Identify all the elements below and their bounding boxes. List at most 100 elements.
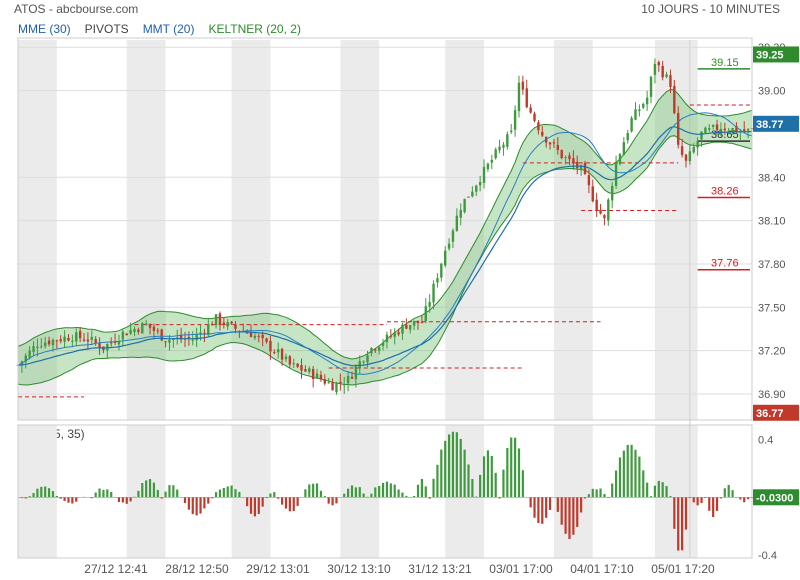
candle-body <box>405 324 408 329</box>
candle-body <box>692 147 695 153</box>
candle-body <box>541 131 544 136</box>
candle-body <box>731 128 734 133</box>
candle-body <box>622 142 626 156</box>
candle-body <box>67 337 70 341</box>
candle-body <box>409 324 412 330</box>
candle-body <box>277 349 280 353</box>
candle-body <box>467 196 470 198</box>
legend-mmt[interactable]: MMT (20) <box>142 22 195 36</box>
session-shade <box>553 40 593 420</box>
candle-body <box>471 191 474 197</box>
candle-body <box>160 329 163 341</box>
candle-body <box>475 185 478 192</box>
candle-body <box>327 382 330 384</box>
candle-body <box>129 330 132 334</box>
candle-body <box>226 322 229 327</box>
candle-body <box>684 154 688 161</box>
candle-body <box>63 336 66 342</box>
candle-body <box>187 336 191 339</box>
candle-body <box>533 113 536 121</box>
indicator-legend: MME (30) PIVOTS MMT (20) KELTNER (20, 2) <box>18 22 301 36</box>
candle-body <box>385 334 389 343</box>
candle-body <box>381 342 385 346</box>
candle-body <box>179 335 183 340</box>
x-tick-label: 03/01 17:00 <box>489 562 553 576</box>
candle-body <box>719 128 723 133</box>
candle-body <box>374 349 377 351</box>
candle-body <box>548 142 552 145</box>
candle-body <box>603 215 606 219</box>
session-shade <box>18 40 57 420</box>
pivot-level-label: 38.26 <box>711 185 739 197</box>
candle-body <box>700 131 703 140</box>
candle-body <box>649 76 653 97</box>
x-tick-label: 05/01 17:20 <box>651 562 715 576</box>
candle-body <box>521 81 525 90</box>
candle-body <box>230 321 233 324</box>
chart-title: ATOS - abcbourse.com <box>14 2 139 16</box>
moving-averages <box>17 112 753 375</box>
candle-body <box>412 320 416 326</box>
session-shading <box>18 40 698 558</box>
candle-body <box>90 336 93 340</box>
ewo-frame <box>17 424 753 559</box>
candle-body <box>339 381 342 384</box>
candle-body <box>40 346 43 348</box>
candle-body <box>82 339 86 341</box>
candle-body <box>525 88 528 108</box>
candle-body <box>638 109 641 111</box>
candle-body <box>257 335 260 337</box>
x-tick-label: 31/12 13:21 <box>408 562 472 576</box>
candle-body <box>506 134 509 147</box>
candle-body <box>708 128 711 130</box>
candle-body <box>207 323 210 336</box>
candle-body <box>572 158 575 164</box>
low-price-tag-bg <box>753 404 799 421</box>
candle-body <box>560 149 563 159</box>
candle-body <box>677 113 680 145</box>
candle-body <box>607 199 610 221</box>
chart-header: ATOS - abcbourse.com 10 JOURS - 10 MINUT… <box>0 0 800 18</box>
period-label: 10 JOURS - 10 MINUTES <box>641 2 780 16</box>
y-tick-label: 37.20 <box>758 346 786 358</box>
candle-body <box>86 339 90 342</box>
x-tick-label: 28/12 12:50 <box>165 562 229 576</box>
legend-pivots[interactable]: PIVOTS <box>84 22 129 36</box>
legend-keltner[interactable]: KELTNER (20, 2) <box>208 22 301 36</box>
candle-body <box>436 278 439 283</box>
candle-body <box>362 361 365 363</box>
candle-body <box>210 323 214 326</box>
candle-body <box>133 329 136 332</box>
candle-body <box>308 368 311 373</box>
candle-body <box>735 126 738 133</box>
pivot-level-label: 37.76 <box>711 258 739 270</box>
candle-body <box>715 124 719 131</box>
axis-labels: 36.9037.2037.5037.8038.1038.4039.0039.30… <box>84 42 799 576</box>
candle-body <box>273 352 276 354</box>
candle-body <box>106 343 109 351</box>
candle-body <box>78 330 82 339</box>
candle-body <box>420 322 424 324</box>
candle-body <box>610 185 614 201</box>
candle-body <box>47 340 51 345</box>
candle-body <box>673 85 676 114</box>
y-tick-label: 36.90 <box>758 389 786 401</box>
y-tick-label: 38.10 <box>758 216 786 228</box>
x-tick-label: 30/12 13:10 <box>327 562 391 576</box>
candle-body <box>704 127 707 133</box>
ewo-tick-label: 0.4 <box>758 434 773 446</box>
candle-body <box>137 329 140 332</box>
x-tick-label: 29/12 13:01 <box>246 562 310 576</box>
candle-body <box>564 157 567 159</box>
candle-body <box>75 332 78 342</box>
candle-body <box>568 155 571 160</box>
candle-body <box>370 347 373 354</box>
candle-body <box>164 341 167 343</box>
candle-body <box>696 141 699 148</box>
candle-body <box>343 384 346 386</box>
candle-body <box>498 146 501 151</box>
candle-body <box>510 130 513 133</box>
candle-body <box>125 333 128 336</box>
legend-mme[interactable]: MME (30) <box>18 22 71 36</box>
y-tick-label: 39.00 <box>758 86 786 98</box>
